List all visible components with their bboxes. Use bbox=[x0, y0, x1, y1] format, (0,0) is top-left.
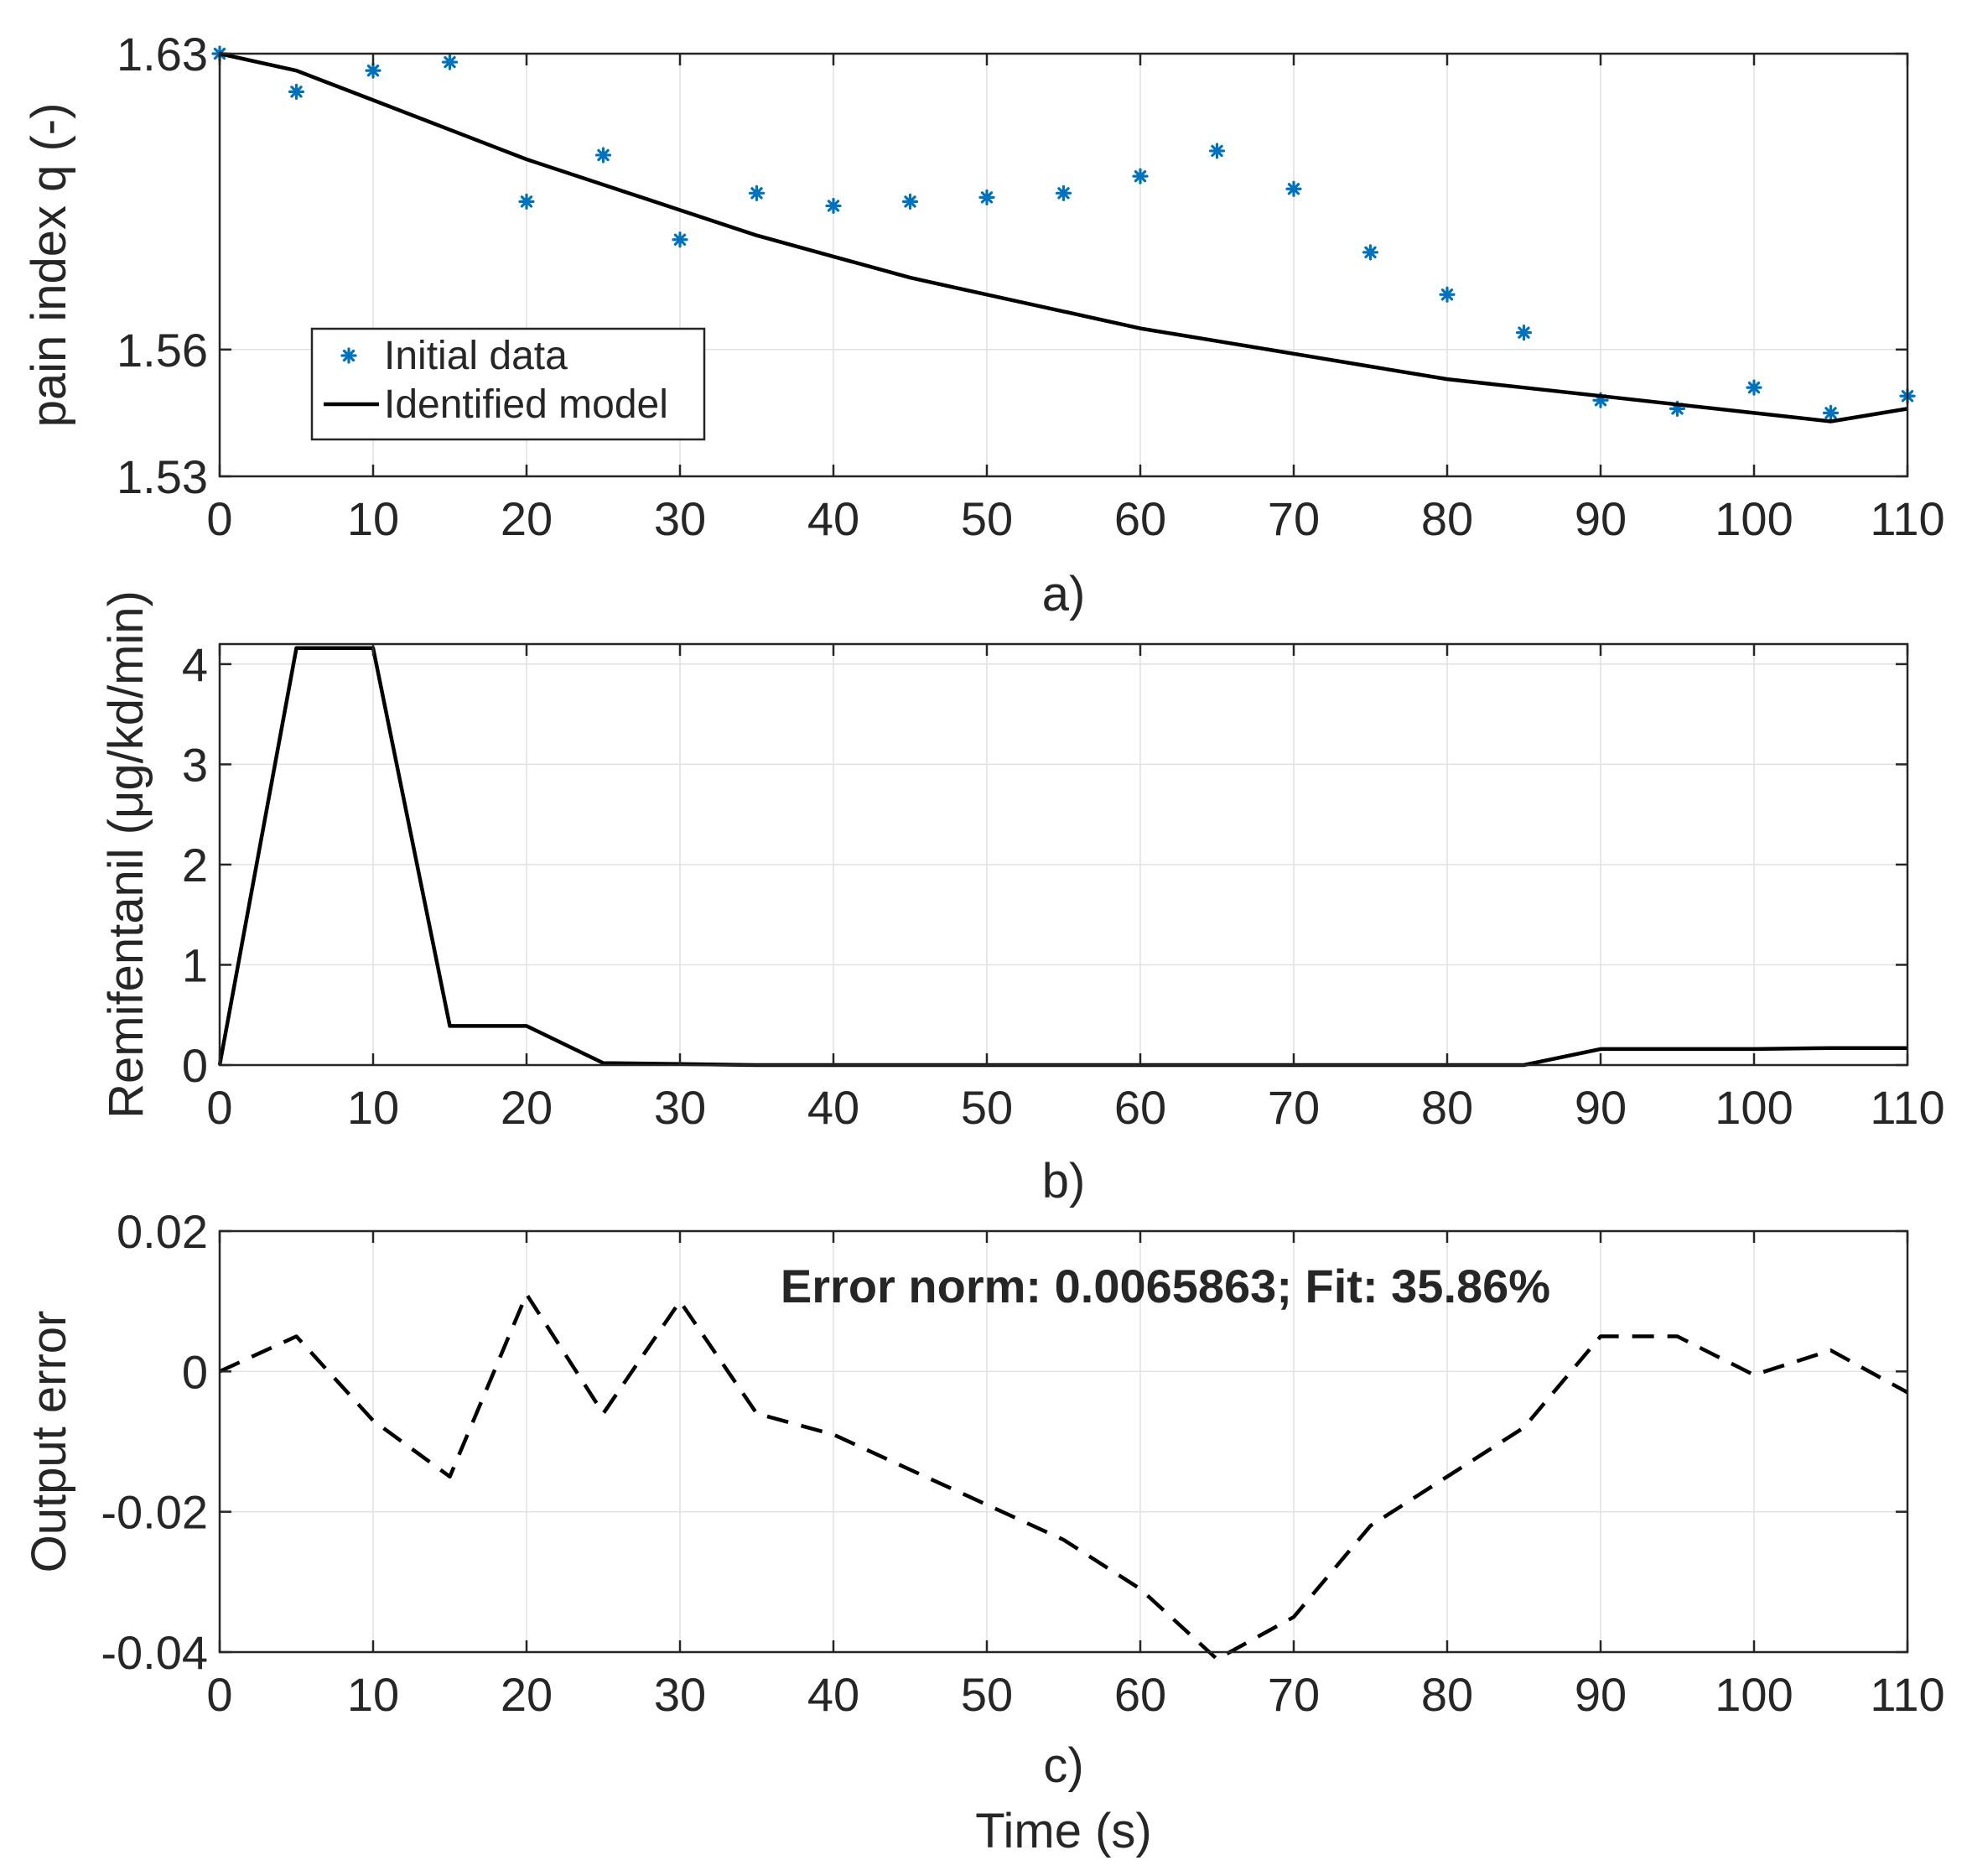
x-tick-label: 100 bbox=[1715, 1081, 1793, 1134]
data-point bbox=[1515, 325, 1533, 341]
axis-ticks: 0 10 20 30 40 50 60 70 80 90 100 110 0 1 2 3 4 bbox=[182, 638, 1945, 1134]
x-tick-label: 50 bbox=[961, 1668, 1013, 1721]
x-tick-label: 90 bbox=[1575, 1668, 1627, 1721]
y-tick-label: 0 bbox=[182, 1345, 208, 1398]
data-point bbox=[1055, 184, 1072, 201]
data-point bbox=[748, 184, 766, 201]
series-line bbox=[219, 51, 1908, 424]
panel-label: b) bbox=[1042, 1154, 1086, 1208]
x-tick-label: 50 bbox=[961, 1081, 1013, 1134]
data-point bbox=[978, 189, 995, 205]
x-tick-label: 10 bbox=[347, 1081, 399, 1134]
y-axis-label: pain index q (-) bbox=[22, 103, 76, 428]
x-tick-label: 20 bbox=[501, 1668, 553, 1721]
data-point bbox=[1285, 180, 1302, 197]
x-tick-label: 40 bbox=[807, 1081, 859, 1134]
x-tick-label: 110 bbox=[1870, 1668, 1944, 1721]
y-tick-label: 1 bbox=[182, 938, 208, 991]
x-tick-label: 30 bbox=[654, 1668, 706, 1721]
x-tick-label: 100 bbox=[1715, 1668, 1793, 1721]
series-identified-model bbox=[219, 51, 1908, 424]
y-tick-label: -0.04 bbox=[101, 1626, 208, 1679]
data-point bbox=[1822, 404, 1840, 421]
x-tick-label: 90 bbox=[1575, 1081, 1627, 1134]
x-tick-label: 20 bbox=[501, 1081, 553, 1134]
y-tick-label: 1.56 bbox=[117, 324, 208, 377]
x-tick-label: 40 bbox=[807, 1668, 859, 1721]
panel-label: a) bbox=[1042, 567, 1086, 621]
x-tick-label: 110 bbox=[1870, 492, 1944, 545]
data-point bbox=[901, 193, 919, 210]
series-output-error bbox=[219, 1292, 1909, 1661]
x-tick-label: 60 bbox=[1114, 492, 1166, 545]
x-tick-label: 10 bbox=[347, 492, 399, 545]
x-axis-label: Time (s) bbox=[975, 1804, 1151, 1858]
x-tick-label: 0 bbox=[206, 1668, 232, 1721]
y-tick-label: 0 bbox=[182, 1039, 208, 1092]
y-tick-label: 0.02 bbox=[117, 1205, 208, 1258]
x-tick-label: 80 bbox=[1421, 1081, 1473, 1134]
legend-marker-icon bbox=[340, 347, 357, 364]
data-point bbox=[1362, 244, 1379, 261]
data-point bbox=[1439, 286, 1456, 303]
x-tick-label: 70 bbox=[1268, 1668, 1320, 1721]
data-point bbox=[1132, 168, 1149, 184]
series-line bbox=[219, 1292, 1909, 1661]
y-tick-label: -0.02 bbox=[101, 1486, 208, 1539]
x-tick-label: 60 bbox=[1114, 1668, 1166, 1721]
plot-area bbox=[220, 644, 1907, 1065]
axis-ticks: 0 10 20 30 40 50 60 70 80 90 100 110 1.53 1.56 1.63 bbox=[117, 28, 1945, 545]
panel-3: 0 10 20 30 40 50 60 70 80 90 100 110 -0.04 -0.02 0 0.02… bbox=[22, 1205, 1945, 1858]
data-point bbox=[518, 193, 535, 210]
panel-label: c) bbox=[1043, 1738, 1083, 1793]
legend-entry: Initial data bbox=[384, 334, 568, 378]
x-tick-label: 100 bbox=[1715, 492, 1793, 545]
axis-ticks: 0 10 20 30 40 50 60 70 80 90 100 110 -0.04 -0.02 0 0.02 bbox=[101, 1205, 1944, 1721]
x-tick-label: 70 bbox=[1268, 492, 1320, 545]
x-tick-label: 30 bbox=[654, 1081, 706, 1134]
x-tick-label: 70 bbox=[1268, 1081, 1320, 1134]
y-tick-label: 4 bbox=[182, 638, 208, 691]
error-annotation: Error norm: 0.0065863; Fit: 35.86% bbox=[781, 1260, 1550, 1312]
data-point bbox=[594, 147, 612, 164]
y-tick-label: 3 bbox=[182, 738, 208, 791]
plot-area bbox=[220, 1231, 1907, 1652]
x-tick-label: 10 bbox=[347, 1668, 399, 1721]
x-tick-label: 60 bbox=[1114, 1081, 1166, 1134]
x-tick-label: 20 bbox=[501, 492, 553, 545]
x-tick-label: 80 bbox=[1421, 1668, 1473, 1721]
x-tick-label: 80 bbox=[1421, 492, 1473, 545]
data-point bbox=[1208, 143, 1226, 159]
series-initial-data bbox=[211, 45, 1916, 421]
y-tick-label: 1.63 bbox=[117, 28, 208, 81]
plot-frame bbox=[218, 1229, 1909, 1654]
data-point bbox=[825, 197, 842, 215]
x-tick-label: 30 bbox=[654, 492, 706, 545]
data-point bbox=[365, 62, 381, 79]
legend-box bbox=[310, 327, 706, 441]
y-tick-label: 2 bbox=[182, 839, 208, 891]
panel-2: 0 10 20 30 40 50 60 70 80 90 100 110 0 1 2 3 4 Remifentan… bbox=[99, 590, 1945, 1208]
data-point bbox=[441, 54, 459, 70]
x-tick-label: 0 bbox=[206, 492, 232, 545]
plot-frame bbox=[218, 52, 1909, 478]
x-tick-label: 50 bbox=[961, 492, 1013, 545]
panel-1: 0 10 20 30 40 50 60 70 80 90 100 110 1.53 1.56 1.63 pai… bbox=[22, 28, 1945, 621]
x-tick-label: 40 bbox=[807, 492, 859, 545]
x-tick-label: 0 bbox=[206, 1081, 232, 1134]
x-tick-label: 110 bbox=[1870, 1081, 1944, 1134]
y-axis-label: Output error bbox=[22, 1311, 76, 1573]
legend-entry: Identified model bbox=[384, 382, 668, 427]
plot-frame bbox=[218, 642, 1909, 1067]
data-point bbox=[288, 83, 305, 100]
x-tick-label: 90 bbox=[1575, 492, 1627, 545]
data-point bbox=[1746, 379, 1762, 396]
y-tick-label: 1.53 bbox=[117, 450, 208, 503]
data-point bbox=[672, 231, 688, 248]
y-axis-label: Remifentanil (μg/kd/min) bbox=[99, 590, 153, 1119]
